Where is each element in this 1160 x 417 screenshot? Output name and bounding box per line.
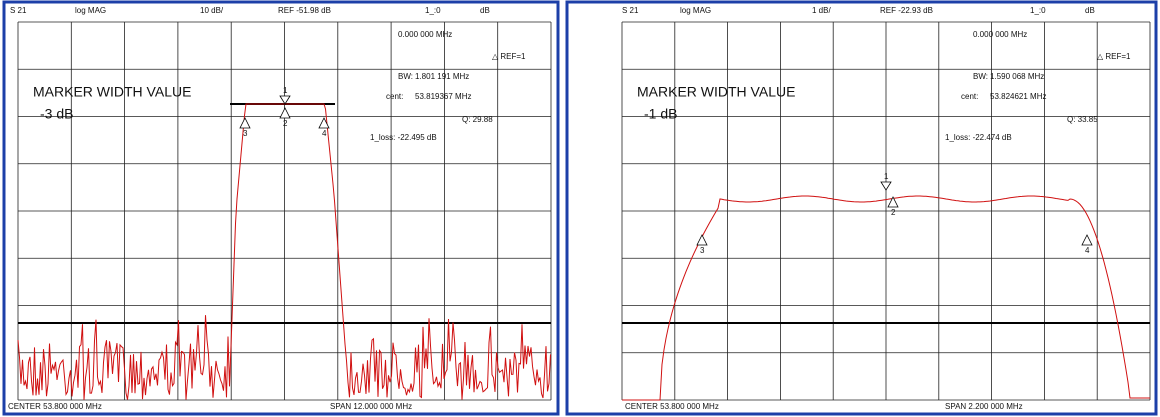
readout-ref: △ REF=1 [492,52,526,61]
panel-frame [565,0,1158,416]
header-format: log MAG [680,6,711,15]
marker-label: 1 [283,86,288,95]
header-ref: REF -22.93 dB [880,6,933,15]
header-marker: 1_:0 [1030,6,1046,15]
marker-symbol [880,181,892,191]
header-scale: 10 dB/ [200,6,224,15]
marker-width-value: -3 dB [40,106,73,122]
readout-freq: 0.000 000 MHz [973,30,1027,39]
marker-label: 2 [283,119,288,128]
header-format: log MAG [75,6,106,15]
footer-span: SPAN 2.200 000 MHz [945,402,1023,411]
marker-label: 4 [322,129,327,138]
readout-q: Q: 29.88 [462,115,493,124]
header-unit: dB [1085,6,1095,15]
readout-loss: 1_loss: -22.495 dB [370,133,437,142]
trace [17,103,551,400]
readout-cent: 53.819367 MHz [415,92,471,101]
footer-span: SPAN 12.000 000 MHz [330,402,412,411]
marker-symbol [318,117,330,129]
readout-bw: 1.801 191 MHz [415,72,469,81]
marker-width-value: -1 dB [644,106,677,122]
readout-loss: 1_loss: -22.474 dB [945,133,1012,142]
trace [622,195,1150,401]
readout-bw-label: BW: [398,72,413,81]
marker-symbol [1081,234,1093,246]
marker-label: 1 [884,172,889,181]
footer-center: CENTER 53.800 000 MHz [625,402,719,411]
marker-label: 3 [243,129,248,138]
marker-label: 4 [1085,246,1090,255]
marker-width-title: MARKER WIDTH VALUE [637,84,795,100]
header-marker: 1_:0 [425,6,441,15]
readout-ref: △ REF=1 [1097,52,1131,61]
marker-label: 3 [700,246,705,255]
readout-cent-label: cent: [961,92,978,101]
header-param: S 21 [10,6,27,15]
footer-center: CENTER 53.800 000 MHz [8,402,102,411]
marker-symbol [239,117,251,129]
marker-symbol [887,196,899,208]
marker-label: 2 [891,208,896,217]
header-param: S 21 [622,6,639,15]
header-scale: 1 dB/ [812,6,831,15]
marker-symbol [279,107,291,119]
marker-symbol [696,234,708,246]
readout-bw: 1.590 068 MHz [990,72,1044,81]
readout-cent-label: cent: [386,92,403,101]
readout-bw-label: BW: [973,72,988,81]
marker-width-title: MARKER WIDTH VALUE [33,84,191,100]
readout-freq: 0.000 000 MHz [398,30,452,39]
marker-symbol [279,95,291,105]
header-unit: dB [480,6,490,15]
readout-q: Q: 33.85 [1067,115,1098,124]
readout-cent: 53.824621 MHz [990,92,1046,101]
header-ref: REF -51.98 dB [278,6,331,15]
panel-frame [2,0,560,416]
